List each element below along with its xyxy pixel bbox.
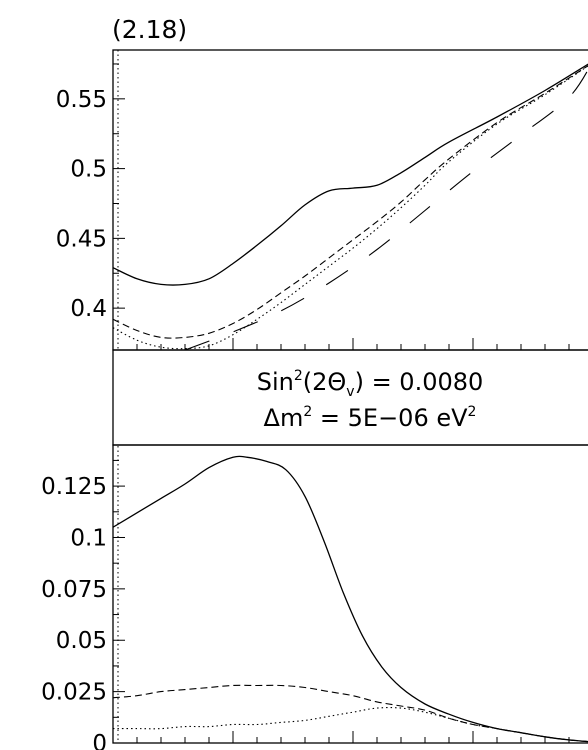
bottom-series-solid-line bbox=[113, 455, 588, 743]
bottom-series-dashed-line bbox=[113, 684, 588, 743]
top-series-solid-line bbox=[113, 63, 588, 286]
info-box: Sin2(2Θv) = 0.0080 Δm2 = 5E−06 eV2 bbox=[112, 349, 588, 446]
bottom-y-tick-label: 0.075 bbox=[41, 577, 107, 603]
top-panel: 0.4 0.45 0.5 0.55 bbox=[56, 49, 588, 351]
top-plot-frame bbox=[112, 49, 588, 351]
bottom-plot-frame bbox=[112, 444, 588, 744]
top-y-tick-label: 0.4 bbox=[70, 296, 107, 322]
bottom-y-tick-label: 0.1 bbox=[70, 525, 107, 551]
panel-label: (2.18) bbox=[112, 15, 187, 44]
mixing-angle-text: Sin2(2Θv) = 0.0080 bbox=[257, 368, 484, 400]
bottom-y-tick-label: 0.05 bbox=[56, 628, 107, 654]
bottom-y-tick-label: 0.025 bbox=[41, 680, 107, 706]
bottom-y-tick-label: 0.125 bbox=[41, 474, 107, 500]
mass-splitting-text: Δm2 = 5E−06 eV2 bbox=[264, 404, 477, 432]
top-y-tick-label: 0.45 bbox=[56, 226, 107, 252]
bottom-y-tick-label: 0 bbox=[92, 731, 107, 750]
bottom-series-dotted-line bbox=[113, 707, 588, 743]
top-series-dashed-line bbox=[113, 65, 588, 339]
top-y-tick-label: 0.5 bbox=[70, 157, 107, 183]
top-y-tick-label: 0.55 bbox=[56, 87, 107, 113]
top-series-dotted-line bbox=[113, 65, 588, 350]
bottom-panel: 0 0.025 0.05 0.075 0.1 0.125 bbox=[41, 444, 588, 750]
top-series-long-dash-line bbox=[184, 68, 588, 350]
